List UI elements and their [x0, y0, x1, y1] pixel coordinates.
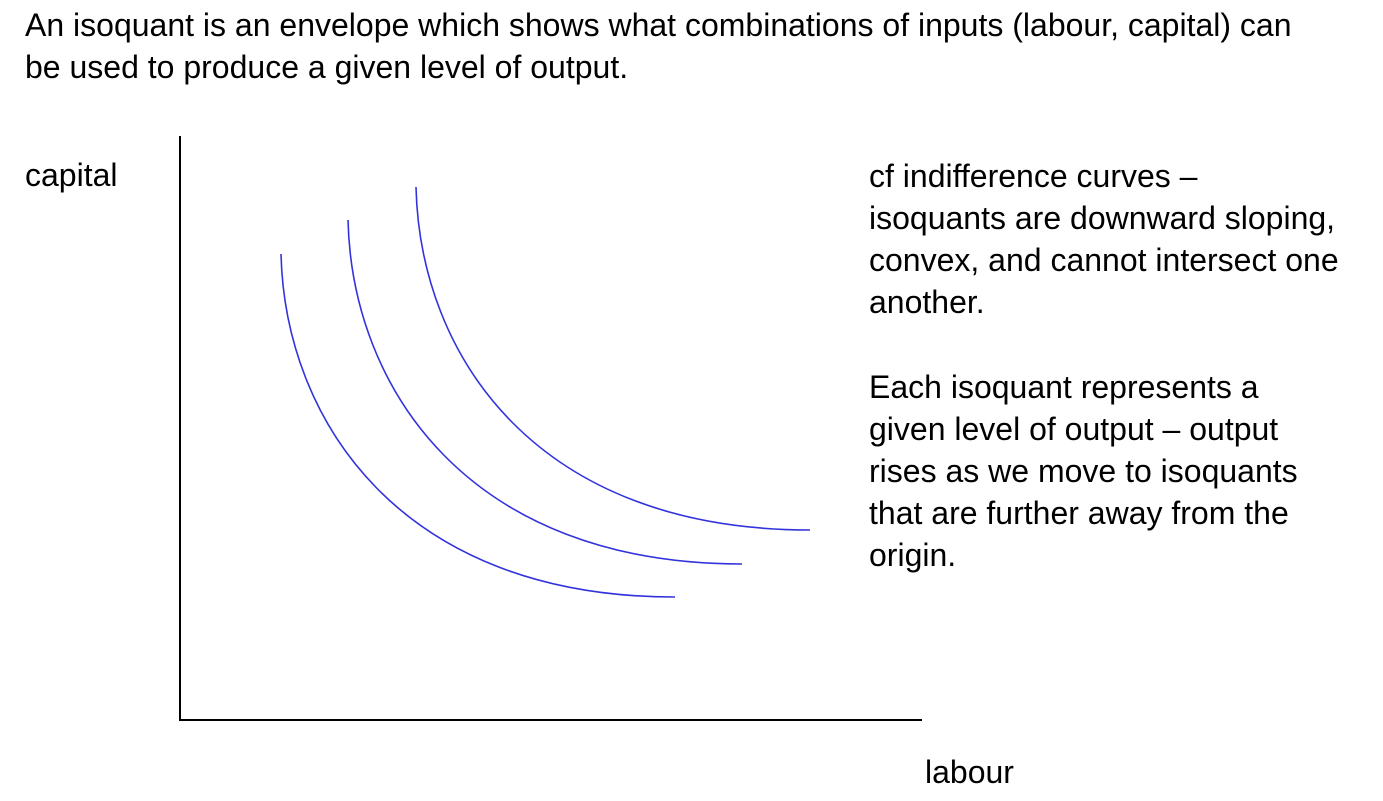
isoquant-curve-2	[347, 219, 743, 565]
isoquant-curve-1	[280, 253, 676, 598]
intro-text: An isoquant is an envelope which shows w…	[25, 7, 1292, 85]
note-output-levels: Each isoquant represents a given level o…	[869, 369, 1298, 573]
note-indifference-curves: cf indifference curves – isoquants are d…	[869, 158, 1339, 320]
notes-panel: cf indifference curves – isoquants are d…	[869, 155, 1339, 576]
x-axis-label: labour	[925, 754, 1014, 790]
y-axis-label: capital	[25, 157, 118, 193]
isoquant-curve-3	[415, 186, 811, 531]
